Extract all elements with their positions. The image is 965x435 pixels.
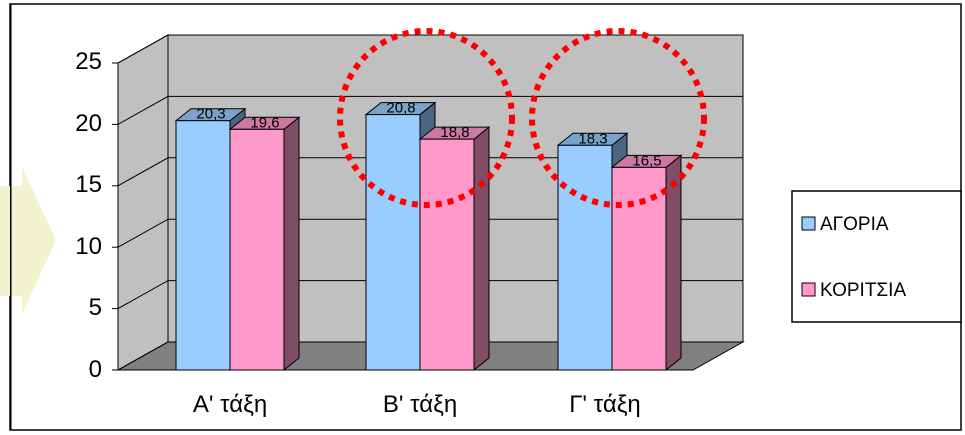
side-wall — [118, 35, 168, 370]
data-label: 16,5 — [632, 152, 661, 169]
chart-frame-left-edge — [10, 4, 12, 430]
bars-group: 20,3 19,6 20,8 18,8 18,3 16,5 — [176, 100, 681, 370]
y-tick-label: 25 — [75, 48, 102, 75]
y-tick-label: 10 — [75, 233, 102, 260]
legend-box — [792, 191, 961, 322]
bar — [176, 121, 230, 370]
data-label: 18,3 — [578, 130, 607, 147]
bar — [612, 167, 666, 370]
legend-label-boys: ΑΓΟΡΙΑ — [820, 214, 889, 235]
bar-side — [474, 127, 489, 370]
legend-swatch-boys — [802, 217, 815, 230]
bar-side — [284, 117, 299, 370]
y-tick-label: 0 — [89, 356, 102, 383]
data-label: 20,8 — [386, 100, 415, 117]
y-tick-label: 20 — [75, 110, 102, 137]
bar — [558, 145, 612, 370]
bar — [366, 115, 420, 370]
data-label: 20,3 — [196, 106, 225, 123]
data-label: 18,8 — [440, 124, 469, 141]
bar — [230, 129, 284, 370]
x-category-label: Α' τάξη — [193, 391, 267, 418]
legend-label-girls: ΚΟΡΙΤΣΙΑ — [820, 280, 906, 301]
x-category-label: Γ' τάξη — [569, 391, 641, 418]
y-tick-label: 15 — [75, 171, 102, 198]
y-tick-label: 5 — [89, 294, 102, 321]
x-category-label: Β' τάξη — [383, 391, 457, 418]
legend: ΑΓΟΡΙΑ ΚΟΡΙΤΣΙΑ — [792, 191, 961, 322]
bar — [420, 139, 474, 370]
data-label: 19,6 — [250, 114, 279, 131]
legend-swatch-girls — [802, 283, 815, 296]
